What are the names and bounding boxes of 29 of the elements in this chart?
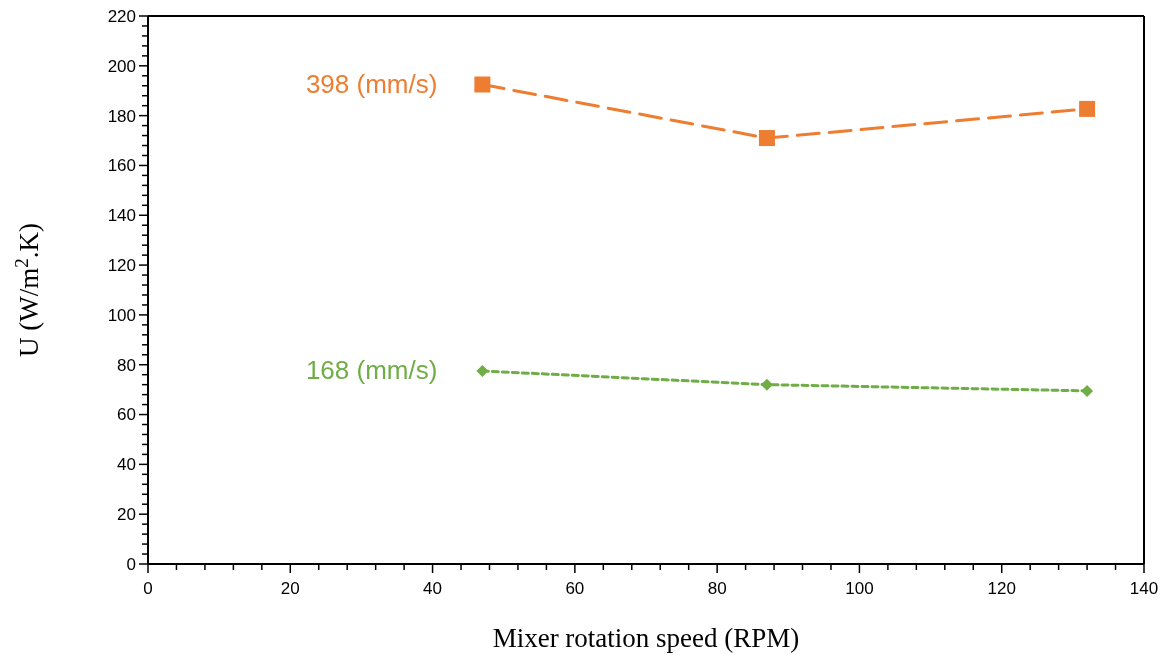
x-tick-label: 100 xyxy=(845,579,874,598)
point xyxy=(1079,100,1096,117)
y-tick-label: 20 xyxy=(117,505,136,525)
series-label: 398 (mm/s) xyxy=(305,68,438,99)
y-tick-label: 0 xyxy=(126,554,136,574)
y-tick-label: 160 xyxy=(107,156,136,176)
x-axis-title: Mixer rotation speed (RPM) xyxy=(492,623,800,653)
x-tick-label: 60 xyxy=(565,579,585,598)
point xyxy=(1081,384,1094,397)
y-tick-label: 180 xyxy=(107,106,136,126)
series-label: 168 (mm/s) xyxy=(305,354,438,385)
x-tick-label: 40 xyxy=(423,579,443,598)
x-tick-label: 120 xyxy=(987,579,1016,598)
point xyxy=(476,364,489,377)
y-tick-label: 140 xyxy=(107,206,136,226)
x-tick-label: 20 xyxy=(280,579,300,598)
y-tick-label: 220 xyxy=(107,6,136,26)
y-tick-label: 60 xyxy=(117,405,136,425)
point xyxy=(760,378,773,391)
x-tick-label: 140 xyxy=(1129,579,1159,598)
x-tick-label: 80 xyxy=(707,579,727,598)
x-tick-label: 0 xyxy=(143,579,153,598)
y-tick-label: 100 xyxy=(107,305,136,325)
y-tick-label: 200 xyxy=(107,56,136,76)
point xyxy=(474,76,491,93)
point xyxy=(758,130,775,147)
y-tick-label: 40 xyxy=(117,455,136,475)
y-tick-label: 80 xyxy=(117,355,136,375)
y-tick-label: 120 xyxy=(107,256,136,276)
